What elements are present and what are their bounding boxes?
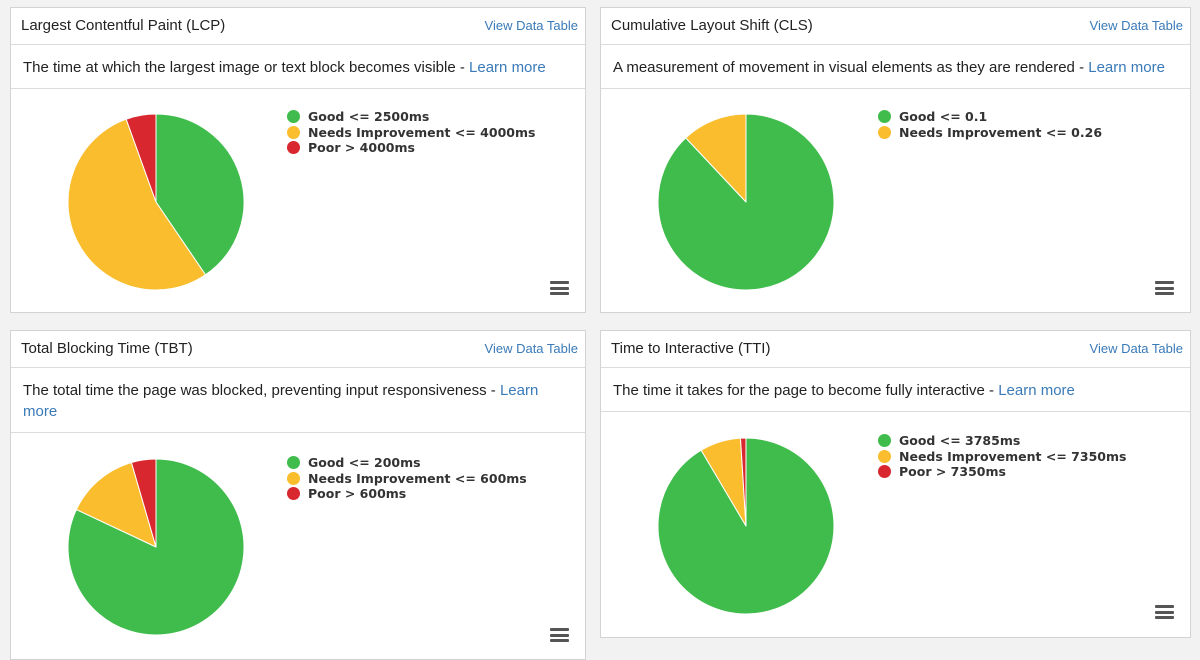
legend-item[interactable]: Needs Improvement <= 4000ms [287, 125, 535, 141]
description-text: The total time the page was blocked, pre… [23, 382, 500, 399]
card-tbt: Total Blocking Time (TBT) View Data Tabl… [10, 330, 586, 660]
pie-chart [67, 113, 245, 291]
chart-area: Good <= 3785ms Needs Improvement <= 7350m… [601, 415, 1190, 637]
chart-area: Good <= 200ms Needs Improvement <= 600ms P… [11, 436, 585, 659]
learn-more-link[interactable]: Learn more [469, 59, 546, 76]
card-tti: Time to Interactive (TTI) View Data Tabl… [600, 330, 1191, 638]
pie-chart [67, 458, 245, 636]
legend-label: Poor > 4000ms [308, 140, 415, 155]
card-description: The time it takes for the page to become… [601, 368, 1190, 412]
legend-marker [878, 449, 891, 463]
legend: Good <= 200ms Needs Improvement <= 600ms P… [287, 455, 527, 502]
legend-item[interactable]: Needs Improvement <= 0.26 [878, 125, 1102, 141]
card-header: Largest Contentful Paint (LCP) View Data… [11, 8, 585, 45]
legend: Good <= 2500ms Needs Improvement <= 4000m… [287, 109, 535, 156]
chart-area: Good <= 2500ms Needs Improvement <= 4000m… [11, 91, 585, 312]
card-title: Largest Contentful Paint (LCP) [21, 17, 226, 34]
view-data-table-link[interactable]: View Data Table [1089, 341, 1183, 356]
card-description: A measurement of movement in visual elem… [601, 45, 1190, 89]
legend-label: Needs Improvement <= 600ms [308, 470, 527, 486]
pie-slice[interactable] [75, 461, 157, 548]
view-data-table-link[interactable]: View Data Table [484, 341, 578, 356]
legend-item[interactable]: Poor > 4000ms [287, 140, 535, 156]
legend: Good <= 0.1 Needs Improvement <= 0.26 [878, 109, 1102, 140]
card-title: Time to Interactive (TTI) [611, 340, 771, 357]
pie-slice[interactable] [657, 437, 835, 615]
legend-item[interactable]: Poor > 7350ms [878, 464, 1126, 480]
legend-label: Poor > 7350ms [899, 464, 1006, 479]
legend-label: Good <= 200ms [308, 455, 421, 470]
chart-menu-icon[interactable] [1155, 281, 1174, 295]
pie-slice[interactable] [67, 118, 206, 291]
legend-label: Needs Improvement <= 4000ms [308, 124, 536, 140]
legend-label: Needs Improvement <= 0.26 [899, 124, 1103, 140]
pie-slice[interactable] [130, 458, 157, 548]
legend-label: Poor > 600ms [308, 486, 407, 501]
view-data-table-link[interactable]: View Data Table [484, 18, 578, 33]
legend-item[interactable]: Good <= 200ms [287, 455, 527, 471]
card-header: Time to Interactive (TTI) View Data Tabl… [601, 331, 1190, 368]
description-text: A measurement of movement in visual elem… [613, 59, 1089, 76]
card-header: Total Blocking Time (TBT) View Data Tabl… [11, 331, 585, 368]
legend-marker [878, 465, 891, 479]
view-data-table-link[interactable]: View Data Table [1089, 18, 1183, 33]
card-description: The time at which the largest image or t… [11, 45, 585, 89]
card-title: Cumulative Layout Shift (CLS) [611, 17, 813, 34]
pie-slice[interactable] [739, 437, 747, 527]
chart-menu-icon[interactable] [550, 628, 569, 642]
legend-marker [878, 434, 891, 448]
legend: Good <= 3785ms Needs Improvement <= 7350m… [878, 433, 1126, 480]
description-text: The time it takes for the page to become… [613, 382, 999, 399]
learn-more-link[interactable]: Learn more [998, 382, 1075, 399]
learn-more-link[interactable]: Learn more [1088, 59, 1165, 76]
learn-more-link[interactable]: Learn more [23, 382, 539, 420]
legend-marker [287, 487, 300, 501]
legend-marker [878, 125, 891, 139]
pie-slice[interactable] [155, 113, 245, 276]
legend-marker [878, 110, 891, 124]
description-text: The time at which the largest image or t… [23, 59, 470, 76]
pie-slice[interactable] [67, 458, 245, 636]
legend-item[interactable]: Needs Improvement <= 600ms [287, 471, 527, 487]
legend-marker [287, 110, 300, 124]
legend-label: Good <= 0.1 [899, 109, 988, 124]
legend-marker [287, 141, 300, 155]
pie-slice[interactable] [685, 113, 747, 203]
legend-item[interactable]: Good <= 0.1 [878, 109, 1102, 125]
legend-marker [287, 456, 300, 470]
legend-item[interactable]: Good <= 3785ms [878, 433, 1126, 449]
card-header: Cumulative Layout Shift (CLS) View Data … [601, 8, 1190, 45]
legend-item[interactable]: Poor > 600ms [287, 486, 527, 502]
legend-marker [287, 125, 300, 139]
legend-marker [287, 471, 300, 485]
legend-label: Needs Improvement <= 7350ms [899, 448, 1127, 464]
chart-menu-icon[interactable] [550, 281, 569, 295]
pie-chart [657, 113, 835, 291]
pie-chart [657, 437, 835, 615]
card-lcp: Largest Contentful Paint (LCP) View Data… [10, 7, 586, 313]
chart-menu-icon[interactable] [1155, 605, 1174, 619]
legend-item[interactable]: Needs Improvement <= 7350ms [878, 449, 1126, 465]
legend-item[interactable]: Good <= 2500ms [287, 109, 535, 125]
card-description: The total time the page was blocked, pre… [11, 368, 585, 433]
legend-label: Good <= 3785ms [899, 433, 1021, 448]
chart-area: Good <= 0.1 Needs Improvement <= 0.26 [601, 91, 1190, 312]
card-cls: Cumulative Layout Shift (CLS) View Data … [600, 7, 1191, 313]
pie-slice[interactable] [125, 113, 157, 203]
legend-label: Good <= 2500ms [308, 109, 430, 124]
card-title: Total Blocking Time (TBT) [21, 340, 193, 357]
